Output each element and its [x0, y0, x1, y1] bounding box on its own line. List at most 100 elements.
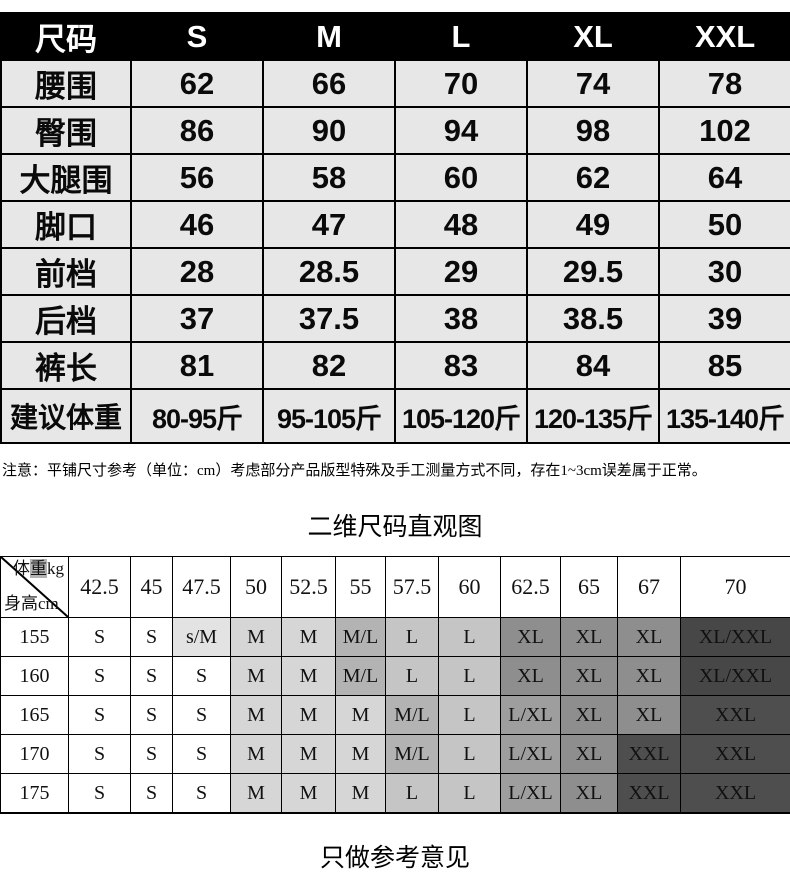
measurement-value: 29.5	[527, 248, 659, 295]
measurement-label: 腰围	[1, 60, 131, 107]
measurement-label: 大腿围	[1, 154, 131, 201]
measurement-value: 74	[527, 60, 659, 107]
size-cell: XL	[561, 774, 618, 814]
measurement-value: 46	[131, 201, 263, 248]
measurement-value: 58	[263, 154, 395, 201]
size-col-header: XXL	[659, 13, 790, 60]
size-cell: s/M	[173, 618, 231, 657]
size-cell: XL	[501, 657, 561, 696]
measurement-value: 62	[527, 154, 659, 201]
measurement-value: 86	[131, 107, 263, 154]
height-axis-label: 身高cm	[4, 595, 59, 614]
size-col-header: L	[395, 13, 527, 60]
size-cell: M	[231, 618, 282, 657]
size-cell: M/L	[336, 657, 386, 696]
size-cell: XL	[561, 696, 618, 735]
size-cell: XL	[561, 618, 618, 657]
size-cell: XL	[618, 657, 681, 696]
measurement-value: 80-95斤	[131, 389, 263, 443]
size-cell: XL	[561, 735, 618, 774]
weight-col-header: 55	[336, 557, 386, 618]
size-cell: XL/XXL	[681, 618, 790, 657]
height-label: 160	[1, 657, 69, 696]
size-cell: L	[386, 657, 439, 696]
height-label: 155	[1, 618, 69, 657]
measurement-value: 66	[263, 60, 395, 107]
weight-col-header: 52.5	[282, 557, 336, 618]
height-label: 170	[1, 735, 69, 774]
size-cell: M	[231, 657, 282, 696]
size-cell: L	[386, 774, 439, 814]
measurement-value: 95-105斤	[263, 389, 395, 443]
measurement-label: 臀围	[1, 107, 131, 154]
size-table-corner-header: 尺码	[1, 13, 131, 60]
matrix-title: 二维尺码直观图	[0, 507, 790, 543]
size-cell: L/XL	[501, 735, 561, 774]
measurement-value: 83	[395, 342, 527, 389]
weight-col-header: 65	[561, 557, 618, 618]
measurement-value: 98	[527, 107, 659, 154]
size-cell: L	[439, 735, 501, 774]
size-cell: S	[131, 774, 173, 814]
measurement-value: 49	[527, 201, 659, 248]
measurement-value: 70	[395, 60, 527, 107]
weight-col-header: 67	[618, 557, 681, 618]
measurement-label: 前档	[1, 248, 131, 295]
size-cell: S	[131, 735, 173, 774]
height-label: 165	[1, 696, 69, 735]
weight-col-header: 70	[681, 557, 790, 618]
measurement-value: 38	[395, 295, 527, 342]
size-cell: M/L	[386, 735, 439, 774]
measurement-value: 84	[527, 342, 659, 389]
size-cell: M	[336, 696, 386, 735]
size-cell: M	[336, 774, 386, 814]
measurement-label: 裤长	[1, 342, 131, 389]
weight-col-header: 45	[131, 557, 173, 618]
size-cell: M	[282, 774, 336, 814]
measurement-value: 94	[395, 107, 527, 154]
size-cell: L/XL	[501, 696, 561, 735]
measurement-label: 建议体重	[1, 389, 131, 443]
measurement-value: 28	[131, 248, 263, 295]
weight-col-header: 60	[439, 557, 501, 618]
size-cell: L	[439, 618, 501, 657]
size-cell: L	[439, 657, 501, 696]
size-cell: M	[231, 735, 282, 774]
weight-col-header: 47.5	[173, 557, 231, 618]
size-cell: M/L	[386, 696, 439, 735]
size-cell: S	[69, 696, 131, 735]
size-cell: XL	[618, 618, 681, 657]
measurement-value: 29	[395, 248, 527, 295]
size-cell: M	[282, 618, 336, 657]
measurement-note: 注意：平铺尺寸参考（单位：cm）考虑部分产品版型特殊及手工测量方式不同，存在1~…	[2, 459, 790, 480]
weight-axis-label: 体重kg	[13, 560, 64, 579]
footer-note: 只做参考意见	[0, 838, 790, 874]
size-col-header: S	[131, 13, 263, 60]
size-cell: L/XL	[501, 774, 561, 814]
size-cell: M	[231, 696, 282, 735]
measurement-value: 48	[395, 201, 527, 248]
weight-col-header: 62.5	[501, 557, 561, 618]
measurement-value: 56	[131, 154, 263, 201]
measurement-value: 82	[263, 342, 395, 389]
size-cell: XXL	[681, 774, 790, 814]
size-cell: S	[173, 657, 231, 696]
measurement-value: 102	[659, 107, 790, 154]
weight-col-header: 57.5	[386, 557, 439, 618]
size-cell: XL	[618, 696, 681, 735]
size-cell: XL	[501, 618, 561, 657]
size-cell: M	[282, 696, 336, 735]
matrix-corner-cell: 体重kg 身高cm	[1, 557, 69, 618]
size-cell: S	[173, 696, 231, 735]
measurement-value: 105-120斤	[395, 389, 527, 443]
